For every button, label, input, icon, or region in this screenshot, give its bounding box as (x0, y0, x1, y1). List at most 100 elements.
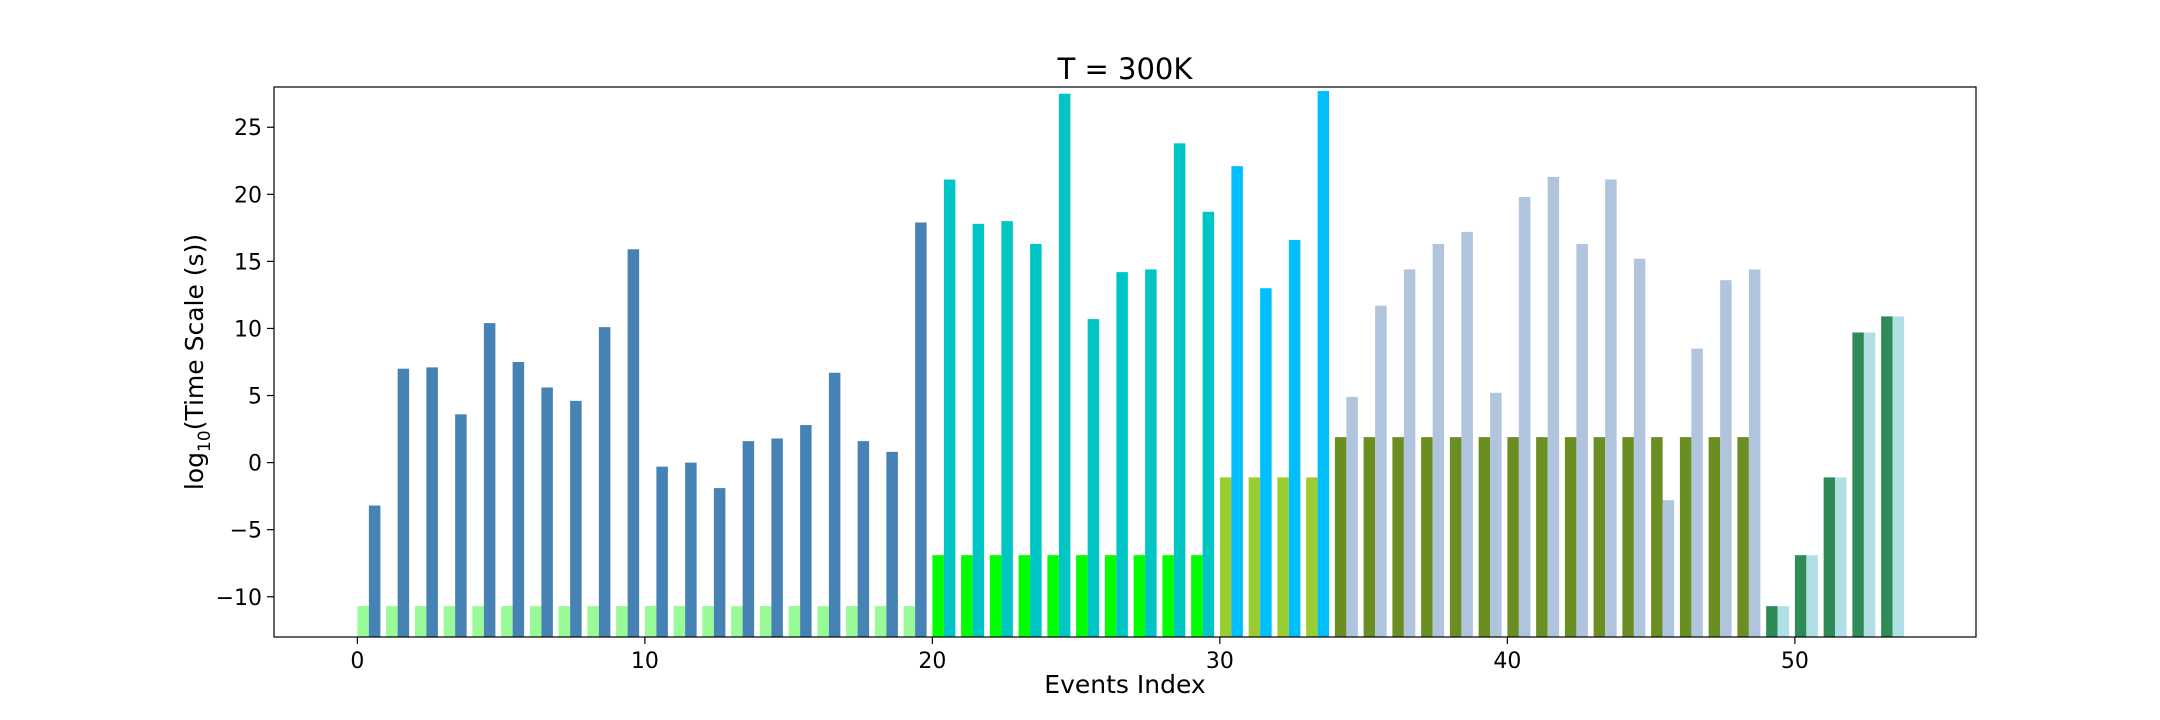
bar-s2-37 (1432, 243, 1445, 637)
bar-s1-42 (1564, 437, 1577, 637)
y-axis-label: log10(Time Scale (s)) (180, 234, 215, 490)
bar-s2-26 (1116, 272, 1128, 637)
bar-s2-31 (1260, 288, 1272, 637)
bar-s2-5 (512, 362, 525, 637)
bar-s2-2 (426, 367, 438, 637)
bar-s1-14 (759, 606, 772, 637)
bar-s1-38 (1449, 437, 1462, 637)
x-tick-label-10: 10 (631, 649, 659, 674)
bar-s2-25 (1087, 319, 1100, 637)
y-tick-label-10: 10 (234, 317, 262, 342)
bar-s2-40 (1518, 197, 1531, 637)
bar-s2-16 (828, 372, 841, 637)
bar-s2-43 (1605, 179, 1617, 637)
x-tick-label-20: 20 (918, 649, 946, 674)
bar-s2-45 (1662, 500, 1675, 637)
bar-s2-49 (1777, 606, 1790, 637)
y-tick-label-20: 20 (234, 183, 262, 208)
bar-s1-44 (1622, 437, 1634, 637)
bar-s1-33 (1306, 477, 1318, 637)
bar-s2-36 (1403, 269, 1416, 637)
bar-s2-32 (1288, 239, 1301, 637)
x-tick-label-0: 0 (350, 649, 364, 674)
bar-s1-31 (1248, 477, 1261, 637)
bar-s1-46 (1679, 437, 1692, 637)
bar-s2-18 (886, 451, 898, 637)
bar-s2-14 (771, 438, 783, 637)
bar-s2-3 (455, 414, 467, 637)
y-axis: −10 −5 0 5 10 15 20 25 (216, 116, 274, 611)
bar-s1-24 (1047, 555, 1059, 637)
y-tick-label-25: 25 (234, 116, 262, 141)
bar-s1-6 (529, 606, 542, 637)
x-tick-label-50: 50 (1781, 649, 1809, 674)
bar-s1-16 (817, 606, 829, 637)
y-axis-label-main: log (180, 452, 209, 490)
bar-s2-20 (943, 179, 956, 637)
bar-s1-39 (1478, 437, 1491, 637)
bar-s1-1 (386, 606, 398, 637)
bar-s1-2 (414, 606, 427, 637)
bar-s1-35 (1363, 437, 1376, 637)
bar-s2-19 (915, 222, 927, 638)
bar-s2-4 (483, 323, 496, 637)
bar-s1-23 (1018, 555, 1031, 637)
bar-s2-6 (541, 387, 553, 637)
bar-s1-18 (874, 606, 887, 637)
bar-s2-28 (1173, 143, 1186, 637)
bar-s2-42 (1576, 243, 1588, 637)
y-tick-label-5: 5 (248, 385, 262, 410)
bar-s2-12 (713, 488, 726, 637)
bar-s2-34 (1346, 396, 1358, 637)
y-axis-label-sub: 10 (195, 430, 215, 452)
bar-s1-17 (846, 606, 858, 637)
x-tick-label-40: 40 (1493, 649, 1521, 674)
bar-s1-52 (1852, 332, 1864, 637)
bar-s2-30 (1231, 166, 1243, 637)
bar-s2-48 (1748, 269, 1761, 637)
bar-s2-50 (1806, 555, 1818, 637)
y-tick-label-15: 15 (234, 250, 262, 275)
bar-s2-24 (1058, 93, 1071, 637)
bar-s1-53 (1881, 316, 1893, 637)
bar-s1-40 (1507, 437, 1519, 637)
bar-s1-30 (1219, 477, 1232, 637)
x-axis-label: Events Index (1044, 670, 1205, 699)
bars (357, 91, 1905, 638)
bar-s1-45 (1651, 437, 1663, 637)
bar-s2-0 (368, 505, 381, 637)
bar-s2-46 (1691, 348, 1703, 637)
plot-frame (273, 86, 1977, 638)
bar-s2-8 (598, 327, 611, 637)
bar-s1-32 (1277, 477, 1289, 637)
bar-s2-27 (1145, 269, 1157, 637)
bar-s1-37 (1421, 437, 1433, 637)
y-axis-label-rest: (Time Scale (s)) (180, 234, 209, 430)
bar-s1-25 (1076, 555, 1088, 637)
bar-s2-29 (1202, 211, 1215, 637)
bar-s2-35 (1375, 305, 1387, 637)
bar-s1-41 (1536, 437, 1548, 637)
bar-s2-52 (1863, 332, 1876, 637)
bar-s2-1 (397, 368, 410, 637)
bar-s2-53 (1892, 316, 1905, 637)
bar-s2-17 (857, 441, 870, 637)
bar-s1-51 (1823, 477, 1836, 637)
bar-s1-11 (673, 606, 686, 637)
bar-s1-20 (932, 555, 944, 637)
y-tick-label-0: 0 (248, 452, 262, 477)
y-tick-label--5: −5 (230, 519, 262, 544)
chart-title: T = 300K (1057, 52, 1194, 86)
bar-s1-3 (443, 606, 456, 637)
bar-s1-12 (702, 606, 714, 637)
bar-s1-48 (1737, 437, 1749, 637)
bar-s1-28 (1162, 555, 1174, 637)
bar-s2-38 (1461, 231, 1473, 637)
bar-s2-10 (656, 466, 668, 637)
bar-s1-10 (644, 606, 657, 637)
bar-s1-19 (903, 606, 916, 637)
bar-s2-22 (1001, 221, 1013, 637)
bar-s1-43 (1593, 437, 1606, 637)
bar-s2-13 (742, 441, 755, 637)
